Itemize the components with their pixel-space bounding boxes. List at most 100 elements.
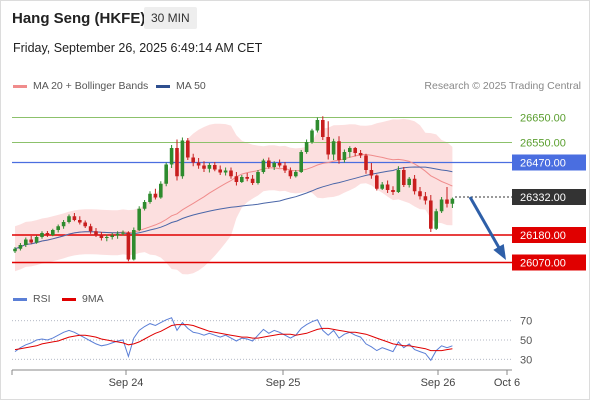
legend-9ma-label: 9MA (82, 293, 104, 305)
x-tick-label-2: Sep 26 (421, 377, 456, 389)
candle-body (234, 176, 239, 182)
price-label-5: 26070.00 (520, 258, 566, 270)
price-label-2: 26470.00 (520, 158, 566, 170)
candle-body (358, 153, 363, 156)
legend-ma50-swatch (156, 84, 170, 88)
candle-body (375, 175, 379, 189)
candle-body (72, 216, 77, 220)
datetime-label: Friday, September 26, 2025 6:49:14 AM CE… (13, 41, 263, 55)
candle-body (110, 235, 114, 237)
candle-body (272, 163, 276, 167)
candle-body (369, 170, 374, 176)
x-tick-label-3: Oct 6 (494, 377, 520, 389)
candle-body (67, 216, 71, 222)
candle-body (45, 233, 50, 235)
candle-body (213, 165, 217, 170)
candle-body (310, 130, 314, 142)
candle-body (256, 172, 260, 183)
legend-rsi: RSI (13, 293, 51, 305)
legend-ma50: MA 50 (156, 80, 206, 92)
candle-body (315, 120, 320, 131)
candle-body (267, 160, 271, 167)
candle-body (418, 191, 422, 197)
forecast-arrow-shaft (468, 196, 506, 258)
candle-body (288, 170, 293, 177)
candle-body (180, 140, 185, 177)
legend-9ma-swatch (62, 297, 76, 301)
candle-body (321, 120, 325, 137)
candle-body (186, 140, 190, 158)
candle-body (326, 137, 330, 155)
candle-body (29, 239, 33, 243)
price-label-bg-5 (512, 254, 586, 271)
candle-body (364, 155, 368, 170)
price-label-bg-3 (512, 189, 586, 205)
candle-body (299, 152, 303, 172)
candle-body (261, 160, 266, 172)
candle-body (24, 239, 28, 245)
candle-body (218, 169, 222, 173)
candle-body (396, 170, 401, 192)
forecast-arrow-head (493, 243, 506, 260)
candle-body (78, 220, 82, 223)
ma50-line (14, 166, 453, 250)
x-tick-label-1: Sep 25 (266, 377, 301, 389)
candle-body (142, 202, 147, 209)
candle-body (450, 198, 455, 204)
rsi-tick-label-2: 30 (520, 354, 532, 366)
candle-body (277, 163, 282, 166)
rsi-line (14, 317, 453, 362)
candle-body (353, 148, 357, 153)
candle-body (51, 230, 55, 235)
legend-ma20-swatch (13, 84, 27, 88)
candle-body (137, 208, 141, 230)
candle-body (445, 199, 449, 204)
candle-body (283, 165, 287, 171)
candle-body (423, 196, 428, 201)
research-credit: Research © 2025 Trading Central (424, 80, 581, 92)
candle-body (169, 148, 174, 165)
candle-body (191, 157, 195, 163)
candle-body (342, 152, 347, 160)
candle-body (88, 226, 93, 232)
candle-body (164, 164, 168, 184)
candle-body (202, 165, 206, 169)
candle-body (439, 199, 444, 212)
candle-body (159, 183, 163, 198)
legend-rsi-swatch (13, 297, 27, 301)
price-label-0: 26650.00 (520, 113, 566, 125)
legend-ma20: MA 20 + Bollinger Bands (13, 80, 148, 92)
price-label-bg-2 (512, 154, 586, 171)
candle-body (412, 178, 417, 192)
candle-body (294, 172, 298, 177)
price-label-4: 26180.00 (520, 230, 566, 242)
legend-ma20-label: MA 20 + Bollinger Bands (33, 80, 149, 92)
candle-body (229, 170, 233, 177)
candle-body (240, 177, 244, 182)
rsi-tick-label-1: 50 (520, 335, 532, 347)
timeframe-badge[interactable]: 30 MIN (144, 7, 197, 29)
candle-body (105, 237, 109, 238)
candle-body (132, 230, 136, 260)
candle-body (337, 141, 341, 160)
candle-body (380, 184, 384, 189)
candle-body (40, 233, 44, 237)
candle-body (94, 231, 98, 235)
candle-body (245, 177, 249, 179)
legend-9ma: 9MA (62, 293, 104, 305)
candle-body (175, 148, 179, 177)
candle-body (434, 211, 438, 229)
candle-body (250, 178, 255, 183)
candle-body (121, 232, 125, 234)
candle-body (13, 248, 17, 252)
candle-body (391, 190, 395, 192)
price-label-3: 26332.00 (520, 192, 566, 204)
candle-body (407, 178, 411, 185)
candle-body (402, 170, 406, 185)
candle-body (196, 162, 201, 166)
candle-body (348, 148, 352, 152)
candle-body (34, 237, 39, 243)
price-label-1: 26550.00 (520, 138, 566, 150)
legend-rsi-label: RSI (33, 293, 51, 305)
x-tick-label-0: Sep 24 (109, 377, 144, 389)
